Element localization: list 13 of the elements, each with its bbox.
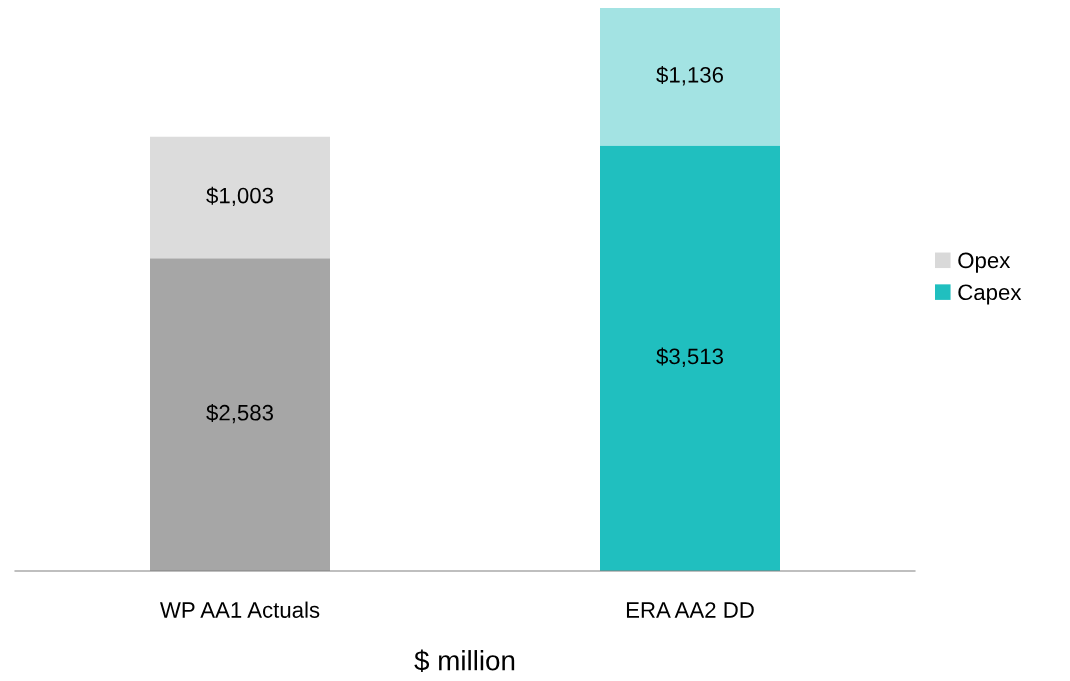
legend-label: Opex	[958, 252, 1011, 273]
data-label: $1,136	[656, 66, 724, 86]
bar	[150, 136, 330, 259]
data-label: $1,003	[206, 186, 274, 207]
x-tick-label: WP AA1 Actuals	[160, 601, 320, 618]
data-label: $2,583	[206, 403, 274, 424]
data-label: $3,513	[656, 347, 724, 367]
x-axis-title: $ million	[414, 649, 515, 673]
x-tick-label: ERA AA2 DD	[626, 602, 754, 618]
bar	[600, 8, 780, 146]
bar	[150, 258, 330, 571]
bar	[600, 145, 780, 571]
legend-label: Capex	[958, 284, 1022, 305]
